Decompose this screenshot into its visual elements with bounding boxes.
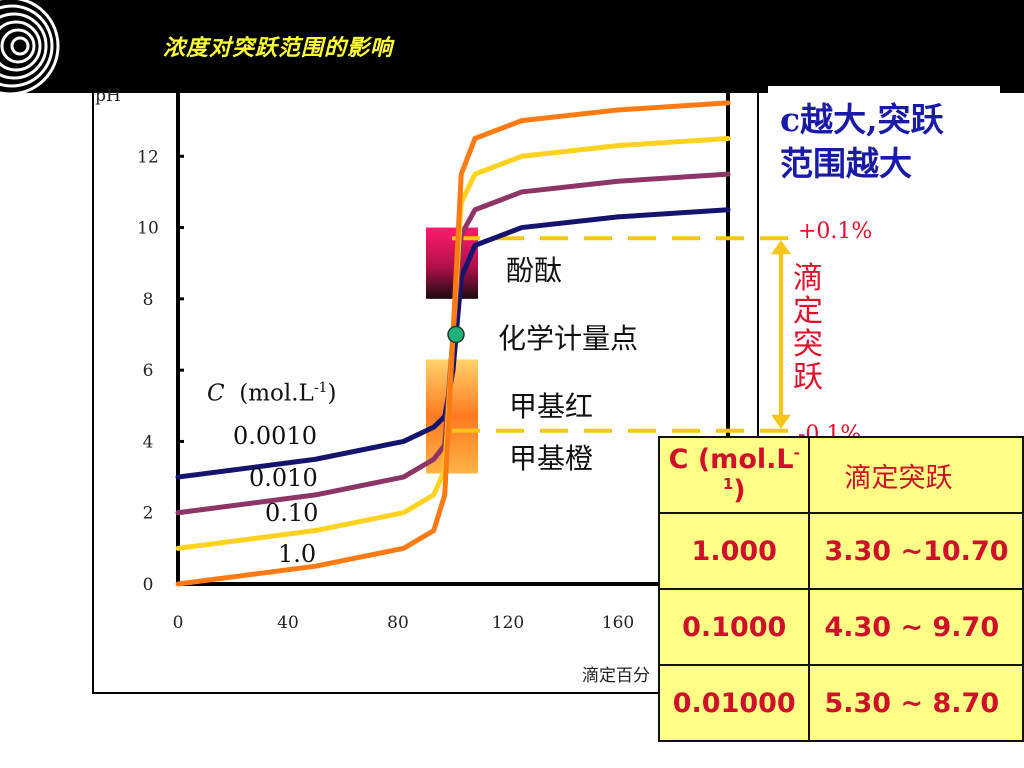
concentration-header: C (mol.L-1): [207, 380, 336, 407]
phenolphthalein-label: 酚酞: [506, 254, 563, 287]
y-tick-label: 10: [137, 219, 159, 239]
table-row: 0.01000 5.30 ~ 8.70: [657, 664, 1024, 742]
table-header-c-exp: -1: [722, 444, 800, 493]
concentration-unit-exp: -1: [313, 380, 328, 396]
concentration-unit-close: ): [327, 380, 337, 407]
note-line-2: 范围越大: [780, 144, 912, 183]
x-tick-label: 120: [492, 613, 524, 633]
slide-title: 浓度对突跃范围的影响: [163, 36, 394, 61]
concentration-unit: (mol.L: [239, 380, 314, 407]
jump-range-label: 滴定突跃: [793, 261, 823, 395]
table-cell-concentration: 1.000: [657, 512, 811, 590]
concentration-symbol: C: [207, 380, 225, 407]
methyl-orange-label: 甲基橙: [509, 442, 594, 475]
note-line-1: c越大,突跃: [780, 100, 944, 139]
series-label-0-010: 0.010: [249, 464, 318, 492]
y-tick-label: 2: [143, 504, 154, 524]
jump-range-table: C (mol.L-1) 滴定突跃 1.000 3.30 ~10.70 0.100…: [657, 436, 1024, 742]
x-tick-label: 80: [387, 613, 409, 633]
table-header-range: 滴定突跃: [808, 436, 1024, 514]
note-box: [768, 86, 1000, 194]
table-cell-range: 4.30 ~ 9.70: [808, 588, 1024, 666]
y-tick-label: 12: [137, 147, 159, 167]
series-label-1-0: 1.0: [278, 540, 317, 568]
chart-frame: [92, 84, 759, 694]
table-cell-range: 5.30 ~ 8.70: [808, 664, 1024, 742]
equivalence-point-dot: [447, 325, 465, 344]
table-cell-concentration: 0.1000: [657, 588, 811, 666]
table-cell-concentration: 0.01000: [657, 664, 811, 742]
table-header-concentration: C (mol.L-1): [657, 436, 811, 514]
table-row: 1.000 3.30 ~10.70: [657, 512, 1024, 590]
x-axis-title: 滴定百分: [582, 666, 650, 686]
x-tick-label: 40: [277, 613, 299, 633]
table-header-c-close: ): [733, 475, 746, 506]
y-tick-label: 4: [143, 432, 154, 452]
series-label-0-0010: 0.0010: [233, 422, 317, 450]
jump-arrow-up-head: [771, 240, 791, 255]
y-axis-title: pH: [95, 86, 121, 106]
table-header-c-text: C (mol.L: [668, 444, 794, 475]
y-tick-label: 6: [143, 361, 154, 381]
x-tick-label: 0: [173, 613, 184, 633]
conclusion-note: c越大,突跃 范围越大: [780, 98, 944, 186]
range-plus-label: +0.1%: [798, 219, 873, 244]
spiral-logo-icon: [0, 0, 60, 93]
jump-arrow-down-head: [771, 414, 791, 429]
equivalence-point-label: 化学计量点: [498, 322, 639, 355]
y-tick-label: 0: [143, 575, 154, 595]
titration-curve-4: [175, 100, 731, 587]
x-tick-label: 160: [602, 613, 634, 633]
slide-header-bar: [0, 0, 1024, 93]
y-tick-label: 8: [143, 290, 154, 310]
series-label-0-10: 0.10: [265, 499, 319, 527]
methyl-red-label: 甲基红: [509, 390, 594, 423]
table-row: 0.1000 4.30 ~ 9.70: [657, 588, 1024, 666]
table-header-row: C (mol.L-1) 滴定突跃: [657, 436, 1024, 514]
table-cell-range: 3.30 ~10.70: [808, 512, 1024, 590]
